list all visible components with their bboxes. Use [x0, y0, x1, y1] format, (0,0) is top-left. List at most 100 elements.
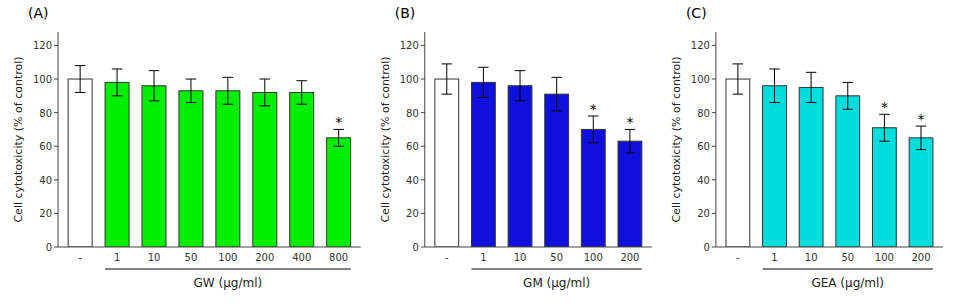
x-tick-label: 400: [292, 252, 311, 263]
y-tick: [421, 112, 425, 113]
error-bar: [843, 82, 853, 109]
error-line: [227, 77, 228, 104]
marks: [68, 66, 350, 247]
y-tick-label: 120: [400, 40, 419, 51]
y-tick-label: 40: [39, 175, 52, 186]
bar: [472, 82, 496, 247]
y-tick: [421, 213, 425, 214]
error-line: [593, 116, 594, 143]
bar: [581, 129, 605, 247]
error-bar: [296, 81, 307, 105]
marks: [726, 64, 933, 247]
y-tick-label: 60: [697, 141, 710, 152]
x-tick-label: 200: [911, 252, 930, 263]
x-axis-line: [58, 247, 361, 248]
bar: [799, 87, 823, 247]
y-tick: [712, 79, 716, 80]
y-tick: [421, 247, 425, 248]
error-cap: [333, 146, 344, 147]
error-line: [446, 64, 447, 94]
error-line: [154, 71, 155, 101]
error-cap: [223, 104, 234, 105]
error-cap: [843, 109, 853, 110]
y-tick-label: 120: [33, 40, 52, 51]
error-bar: [806, 72, 816, 102]
error-bar: [916, 126, 926, 150]
error-bar: [515, 71, 525, 101]
error-bar: [442, 64, 452, 94]
error-line: [338, 129, 339, 146]
x-tick-label: 50: [550, 252, 563, 263]
bar: [618, 141, 642, 247]
bar: [253, 92, 277, 247]
error-cap: [149, 70, 160, 71]
x-tick-label: 100: [584, 252, 603, 263]
y-tick: [421, 79, 425, 80]
y-tick-label: 0: [412, 242, 418, 253]
x-tick-label: 10: [148, 252, 161, 263]
significance-label: *: [590, 101, 597, 117]
bar: [179, 91, 203, 247]
y-tick: [712, 146, 716, 147]
error-line: [264, 79, 265, 106]
y-tick: [421, 45, 425, 46]
bracket-line: [763, 269, 933, 270]
x-tick-label: -: [736, 252, 740, 263]
panel: **020406080100120-11050100200GM (μg/ml)C…: [379, 5, 652, 290]
x-axis-label: GM (μg/ml): [523, 276, 590, 290]
error-line: [190, 79, 191, 103]
bar: [545, 94, 569, 247]
y-tick: [421, 146, 425, 147]
error-cap: [223, 77, 234, 78]
bracket-line: [105, 269, 351, 270]
y-tick: [712, 213, 716, 214]
x-axis-line: [716, 247, 943, 248]
x-tick-label: 800: [329, 252, 348, 263]
error-line: [629, 129, 630, 153]
error-cap: [296, 104, 307, 105]
x-axis-line: [425, 247, 652, 248]
error-bar: [551, 77, 561, 111]
y-axis-label: Cell cytotoxicity (% of control): [12, 56, 25, 222]
bar: [508, 86, 532, 247]
error-bar: [223, 77, 234, 104]
error-line: [301, 81, 302, 105]
error-cap: [806, 102, 816, 103]
error-cap: [625, 152, 635, 153]
error-cap: [769, 102, 779, 103]
error-cap: [515, 100, 525, 101]
x-tick-label: 200: [255, 252, 274, 263]
y-tick: [712, 247, 716, 248]
panel: **020406080100120-11050100200GEA (μg/ml)…: [670, 5, 943, 290]
y-tick-label: 100: [400, 74, 419, 85]
x-tick-label: 100: [875, 252, 894, 263]
y-axis-line: [424, 32, 425, 247]
bracket-line: [472, 269, 642, 270]
x-tick-label: 1: [771, 252, 777, 263]
x-tick-label: 100: [218, 252, 237, 263]
chart-container: *020406080100120-11050100200400800GW (μg…: [0, 0, 953, 305]
error-cap: [296, 80, 307, 81]
x-tick-label: -: [445, 252, 449, 263]
chart-svg: *020406080100120-11050100200400800GW (μg…: [0, 0, 953, 305]
error-line: [556, 77, 557, 111]
error-bar: [149, 71, 160, 101]
error-cap: [260, 79, 271, 80]
y-tick: [54, 213, 58, 214]
error-cap: [112, 68, 123, 69]
y-tick: [421, 179, 425, 180]
y-tick: [54, 112, 58, 113]
x-tick-label: 1: [480, 252, 486, 263]
y-tick-label: 100: [691, 74, 710, 85]
bar: [435, 79, 459, 247]
error-bar: [478, 67, 488, 97]
error-line: [921, 126, 922, 150]
y-axis-label: Cell cytotoxicity (% of control): [379, 56, 392, 222]
error-cap: [843, 82, 853, 83]
y-tick-label: 60: [406, 141, 419, 152]
panel: *020406080100120-11050100200400800GW (μg…: [12, 5, 361, 290]
y-tick: [712, 45, 716, 46]
error-cap: [112, 95, 123, 96]
error-cap: [916, 149, 926, 150]
error-line: [847, 82, 848, 109]
